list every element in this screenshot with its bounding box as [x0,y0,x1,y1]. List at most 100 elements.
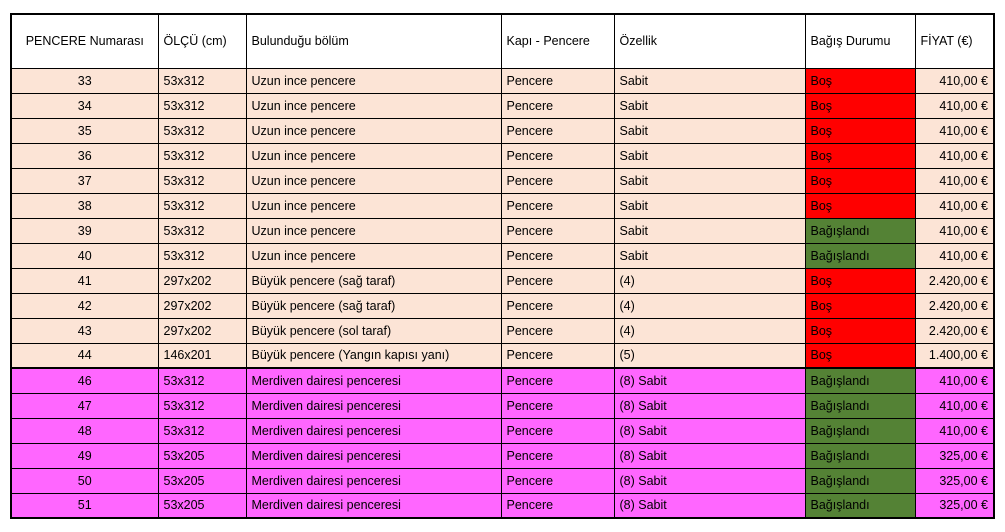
table-row: 34 53x312 Uzun ince pencere Pencere Sabit Boş… [10,92,995,119]
cell-donation-status-donated: Bağışlandı [804,217,916,244]
cell-num: 43 [10,317,159,344]
table-row: 33 53x312 Uzun ince pencere Pencere Sabit Boş… [10,67,995,94]
cell-type: Pencere [500,192,615,219]
cell-type: Pencere [500,317,615,344]
cell-num: 48 [10,417,159,444]
table-row: 49 53x205 Merdiven dairesi penceresi Pencer… [10,442,995,469]
cell-size: 53x312 [157,392,247,419]
cell-section: Merdiven dairesi penceresi [245,442,502,469]
cell-feature: Sabit [613,217,806,244]
table-row: 41 297x202 Büyük pencere (sağ taraf) Pencer… [10,267,995,294]
cell-donation-status-empty: Boş [804,192,916,219]
table-row: 36 53x312 Uzun ince pencere Pencere Sabit Boş… [10,142,995,169]
cell-price: 410,00 € [914,92,995,119]
cell-num: 40 [10,242,159,269]
cell-type: Pencere [500,67,615,94]
cell-section: Uzun ince pencere [245,192,502,219]
cell-section: Uzun ince pencere [245,92,502,119]
column-header-size: ÖLÇÜ (cm) [157,13,247,69]
cell-type: Pencere [500,292,615,319]
table-row: 35 53x312 Uzun ince pencere Pencere Sabit Boş… [10,117,995,144]
cell-donation-status-empty: Boş [804,142,916,169]
table-row: 50 53x205 Merdiven dairesi penceresi Pencer… [10,467,995,494]
cell-size: 53x312 [157,217,247,244]
cell-feature: (4) [613,292,806,319]
cell-type: Pencere [500,392,615,419]
cell-size: 53x312 [157,167,247,194]
table-row: 44 146x201 Büyük pencere (Yangın kapısı ya… [10,342,995,369]
table-body: 33 53x312 Uzun ince pencere Pencere Sabit Boş… [10,67,995,519]
column-header-type: Kapı - Pencere [500,13,615,69]
cell-price: 410,00 € [914,417,995,444]
cell-type: Pencere [500,492,615,519]
cell-type: Pencere [500,217,615,244]
cell-feature: Sabit [613,167,806,194]
cell-price: 410,00 € [914,392,995,419]
cell-donation-status-empty: Boş [804,167,916,194]
cell-section: Uzun ince pencere [245,67,502,94]
cell-section: Merdiven dairesi penceresi [245,492,502,519]
cell-feature: (4) [613,267,806,294]
cell-num: 33 [10,67,159,94]
header-row: PENCERE Numarası ÖLÇÜ (cm) Bulunduğu bölüm… [10,13,995,69]
cell-type: Pencere [500,242,615,269]
cell-num: 41 [10,267,159,294]
cell-price: 410,00 € [914,117,995,144]
cell-type: Pencere [500,142,615,169]
table-row: 39 53x312 Uzun ince pencere Pencere Sabit Bağ… [10,217,995,244]
cell-num: 38 [10,192,159,219]
cell-feature: (8) Sabit [613,492,806,519]
cell-num: 42 [10,292,159,319]
cell-type: Pencere [500,117,615,144]
table-row: 48 53x312 Merdiven dairesi penceresi Pencer… [10,417,995,444]
cell-section: Uzun ince pencere [245,142,502,169]
cell-price: 410,00 € [914,367,995,394]
cell-price: 2.420,00 € [914,267,995,294]
cell-price: 410,00 € [914,217,995,244]
table-row: 37 53x312 Uzun ince pencere Pencere Sabit Boş… [10,167,995,194]
cell-size: 53x312 [157,417,247,444]
cell-price: 325,00 € [914,442,995,469]
cell-donation-status-empty: Boş [804,67,916,94]
cell-num: 46 [10,367,159,394]
cell-donation-status-empty: Boş [804,267,916,294]
cell-num: 50 [10,467,159,494]
cell-section: Uzun ince pencere [245,242,502,269]
table-row: 43 297x202 Büyük pencere (sol taraf) Pencer… [10,317,995,344]
cell-feature: Sabit [613,117,806,144]
table-row: 42 297x202 Büyük pencere (sağ taraf) Pencer… [10,292,995,319]
cell-size: 53x205 [157,492,247,519]
cell-donation-status-donated: Bağışlandı [804,492,916,519]
cell-num: 47 [10,392,159,419]
cell-num: 44 [10,342,159,369]
window-price-table: PENCERE Numarası ÖLÇÜ (cm) Bulunduğu bölüm… [10,13,995,519]
cell-size: 53x312 [157,92,247,119]
column-header-donation: Bağış Durumu [804,13,916,69]
cell-section: Uzun ince pencere [245,117,502,144]
cell-donation-status-donated: Bağışlandı [804,367,916,394]
cell-feature: (8) Sabit [613,467,806,494]
cell-donation-status-empty: Boş [804,342,916,369]
cell-feature: Sabit [613,242,806,269]
cell-type: Pencere [500,467,615,494]
table-row: 46 53x312 Merdiven dairesi penceresi Pencer… [10,367,995,394]
cell-type: Pencere [500,417,615,444]
cell-num: 35 [10,117,159,144]
cell-donation-status-empty: Boş [804,317,916,344]
cell-size: 53x312 [157,242,247,269]
cell-section: Uzun ince pencere [245,217,502,244]
cell-feature: (8) Sabit [613,442,806,469]
cell-feature: (8) Sabit [613,367,806,394]
cell-price: 2.420,00 € [914,292,995,319]
cell-donation-status-empty: Boş [804,292,916,319]
cell-price: 325,00 € [914,467,995,494]
cell-section: Büyük pencere (sağ taraf) [245,267,502,294]
cell-donation-status-empty: Boş [804,117,916,144]
table-row: 40 53x312 Uzun ince pencere Pencere Sabit Bağ… [10,242,995,269]
cell-size: 146x201 [157,342,247,369]
cell-price: 410,00 € [914,242,995,269]
table-row: 51 53x205 Merdiven dairesi penceresi Pencer… [10,492,995,519]
cell-feature: (5) [613,342,806,369]
cell-feature: Sabit [613,67,806,94]
